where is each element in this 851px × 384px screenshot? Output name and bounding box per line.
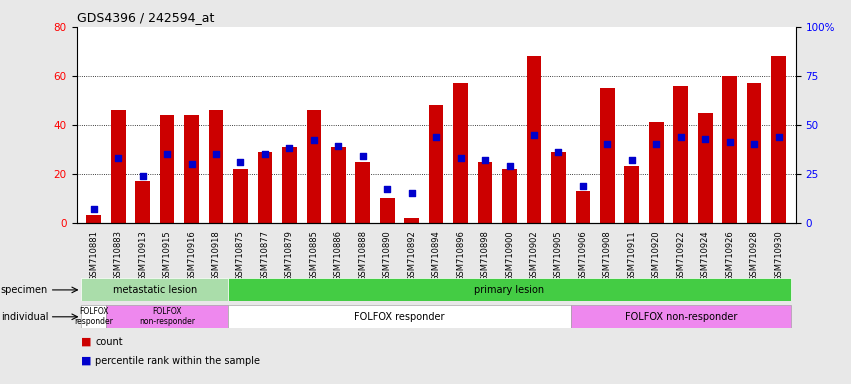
Point — [454, 155, 467, 161]
Bar — [575, 191, 591, 223]
Bar — [135, 181, 150, 223]
Bar — [649, 122, 664, 223]
Bar — [404, 218, 419, 223]
Bar — [502, 169, 517, 223]
Point — [332, 143, 346, 149]
Point — [111, 155, 125, 161]
Bar — [625, 166, 639, 223]
Text: ■: ■ — [81, 337, 91, 347]
Bar — [86, 215, 101, 223]
Point — [87, 206, 100, 212]
Bar — [673, 86, 688, 223]
Point — [380, 186, 394, 192]
Bar — [454, 83, 468, 223]
Text: primary lesion: primary lesion — [475, 285, 545, 295]
Text: FOLFOX responder: FOLFOX responder — [354, 312, 445, 322]
Point — [551, 149, 565, 155]
Point — [136, 173, 150, 179]
Bar — [258, 152, 272, 223]
Point — [699, 136, 712, 142]
Bar — [477, 162, 493, 223]
Bar — [356, 162, 370, 223]
Point — [527, 131, 540, 138]
Point — [601, 141, 614, 147]
Point — [307, 137, 321, 144]
Text: FOLFOX
non-responder: FOLFOX non-responder — [139, 307, 195, 326]
Point — [405, 190, 419, 197]
Point — [283, 145, 296, 151]
Bar — [551, 152, 566, 223]
Bar — [82, 305, 106, 328]
Text: FOLFOX non-responder: FOLFOX non-responder — [625, 312, 737, 322]
Text: individual: individual — [1, 312, 49, 322]
Point — [503, 163, 517, 169]
Bar — [600, 88, 614, 223]
Point — [649, 141, 663, 147]
Bar — [698, 113, 712, 223]
Point — [747, 141, 761, 147]
Text: percentile rank within the sample: percentile rank within the sample — [95, 356, 260, 366]
Bar — [228, 305, 571, 328]
Text: ■: ■ — [81, 356, 91, 366]
Bar — [111, 110, 125, 223]
Point — [185, 161, 198, 167]
Text: metastatic lesion: metastatic lesion — [112, 285, 197, 295]
Text: specimen: specimen — [1, 285, 49, 295]
Point — [429, 134, 443, 140]
Point — [478, 157, 492, 163]
Bar — [380, 198, 395, 223]
Point — [209, 151, 223, 157]
Bar — [429, 105, 443, 223]
Point — [625, 157, 638, 163]
Bar — [228, 278, 791, 301]
Text: GDS4396 / 242594_at: GDS4396 / 242594_at — [77, 12, 214, 25]
Bar — [747, 83, 762, 223]
Bar — [331, 147, 346, 223]
Point — [356, 153, 369, 159]
Point — [674, 134, 688, 140]
Bar — [82, 278, 228, 301]
Bar — [771, 56, 786, 223]
Bar — [306, 110, 321, 223]
Point — [258, 151, 271, 157]
Bar — [527, 56, 541, 223]
Point — [722, 139, 736, 146]
Text: count: count — [95, 337, 123, 347]
Bar — [282, 147, 297, 223]
Bar — [722, 76, 737, 223]
Bar — [184, 115, 199, 223]
Bar — [106, 305, 228, 328]
Point — [234, 159, 248, 165]
Bar — [160, 115, 174, 223]
Point — [576, 182, 590, 189]
Point — [160, 151, 174, 157]
Text: FOLFOX
responder: FOLFOX responder — [74, 307, 113, 326]
Bar — [233, 169, 248, 223]
Bar — [571, 305, 791, 328]
Point — [772, 134, 785, 140]
Bar — [208, 110, 223, 223]
